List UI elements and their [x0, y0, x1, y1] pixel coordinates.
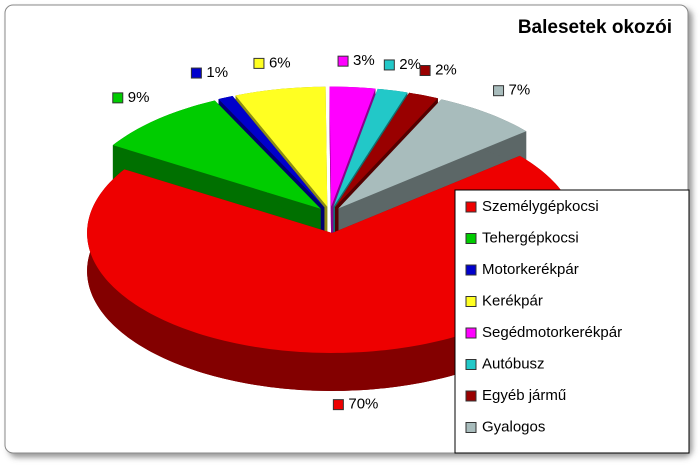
slice-top [338, 99, 527, 209]
value-label: 3% [353, 52, 375, 69]
value-label: 2% [435, 61, 457, 78]
legend-swatch [465, 327, 477, 339]
legend-label: Gyalogos [482, 418, 545, 435]
legend-box [454, 189, 690, 454]
label-swatch [190, 67, 202, 79]
slice-edge [329, 86, 332, 245]
slice-top [333, 88, 408, 207]
label-swatch [332, 399, 344, 411]
label-swatch [419, 65, 431, 77]
legend-swatch [465, 264, 477, 276]
legend-swatch [465, 201, 477, 213]
legend: Személygépkocsi Tehergépkocsi Motorkerékpá… [465, 198, 622, 435]
value-label: 6% [269, 54, 291, 71]
slice-top [329, 86, 376, 207]
label-swatch [493, 85, 505, 97]
slice-top [235, 86, 328, 207]
legend-label: Tehergépkocsi [482, 229, 579, 246]
value-label: 7% [509, 82, 531, 99]
legend-swatch [465, 233, 477, 244]
legend-label: Személygépkocsi [482, 198, 599, 215]
legend-swatch [465, 359, 477, 370]
legend-label: Segédmotorkerékpár [482, 324, 622, 341]
legend-label: Motorkerékpár [482, 261, 579, 278]
legend-label: Egyéb jármű [482, 387, 566, 404]
label-swatch [337, 55, 349, 67]
label-swatch [112, 92, 124, 104]
label-swatch [383, 59, 395, 71]
value-label: 70% [348, 396, 378, 413]
legend-swatch [465, 296, 477, 307]
legend-swatch [465, 422, 477, 433]
label-swatch [253, 57, 265, 69]
legend-label: Kerékpár [482, 292, 543, 309]
legend-swatch [465, 390, 477, 402]
labels: 70% 9% 1% 6% 3% 2% 2% 7% [112, 52, 531, 413]
slice-top [112, 100, 321, 209]
value-label: 9% [128, 89, 150, 106]
slice-top [218, 96, 325, 208]
value-label: 2% [399, 56, 421, 73]
chart-title: Balesetek okozói [518, 17, 672, 38]
value-label: 1% [206, 64, 228, 81]
legend-label: Autóbusz [482, 355, 545, 372]
slice-top [335, 92, 438, 208]
